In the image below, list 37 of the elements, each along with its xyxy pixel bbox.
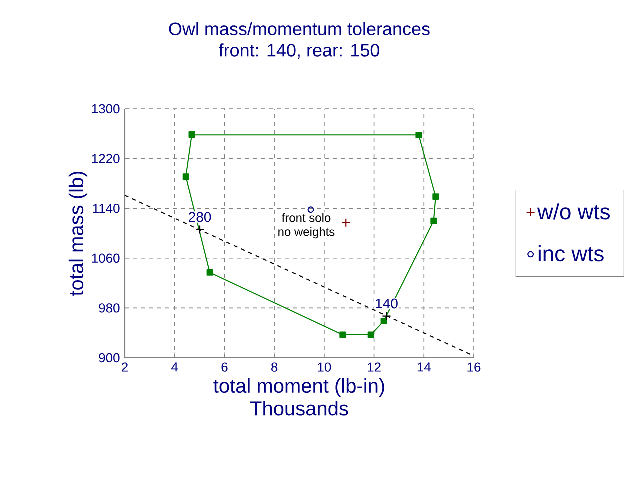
- point: [430, 218, 438, 224]
- text: Thousands: [250, 401, 348, 416]
- x-tick-label: 2: [122, 362, 128, 372]
- chart-subtitle: front: 140, rear: 150: [219, 44, 380, 59]
- point: [182, 174, 190, 180]
- y-tick-label: 1220: [92, 154, 120, 164]
- point: [342, 218, 351, 228]
- point: [308, 206, 314, 214]
- legend-label: inc wts: [538, 246, 604, 262]
- x-axis-title: total moment (lb-in): [214, 378, 384, 398]
- annotation: no weights: [278, 227, 335, 239]
- x-tick-label: 16: [468, 362, 481, 372]
- y-tick-label: 1060: [92, 254, 120, 264]
- y-tick-label: 900: [99, 353, 120, 363]
- x-tick-label: 10: [318, 362, 332, 372]
- y-tick-label: 1140: [93, 204, 120, 214]
- y-tick-label: 1300: [92, 104, 120, 114]
- y-tick-label: 980: [99, 304, 120, 313]
- x-tick-label: 4: [172, 362, 178, 372]
- x-tick-label: 6: [222, 362, 228, 372]
- point: [196, 225, 205, 234]
- legend-label: w/o wts: [537, 204, 610, 220]
- chart-title: Owl mass/momentum tolerances: [169, 22, 430, 36]
- point: [382, 312, 392, 321]
- point: [206, 270, 214, 276]
- point: [368, 332, 374, 338]
- point: [416, 132, 422, 138]
- point: [380, 318, 388, 324]
- x-tick-label: 14: [418, 362, 431, 372]
- annotation: 140: [376, 298, 398, 309]
- annotation: front solo: [282, 213, 331, 222]
- x-tick-label: 12: [368, 362, 381, 372]
- x-tick-label: 8: [272, 362, 278, 372]
- annotation: 280: [189, 212, 212, 222]
- point: [432, 194, 440, 200]
- point: [340, 332, 346, 338]
- y-axis-title: total mass (lb): [68, 172, 88, 296]
